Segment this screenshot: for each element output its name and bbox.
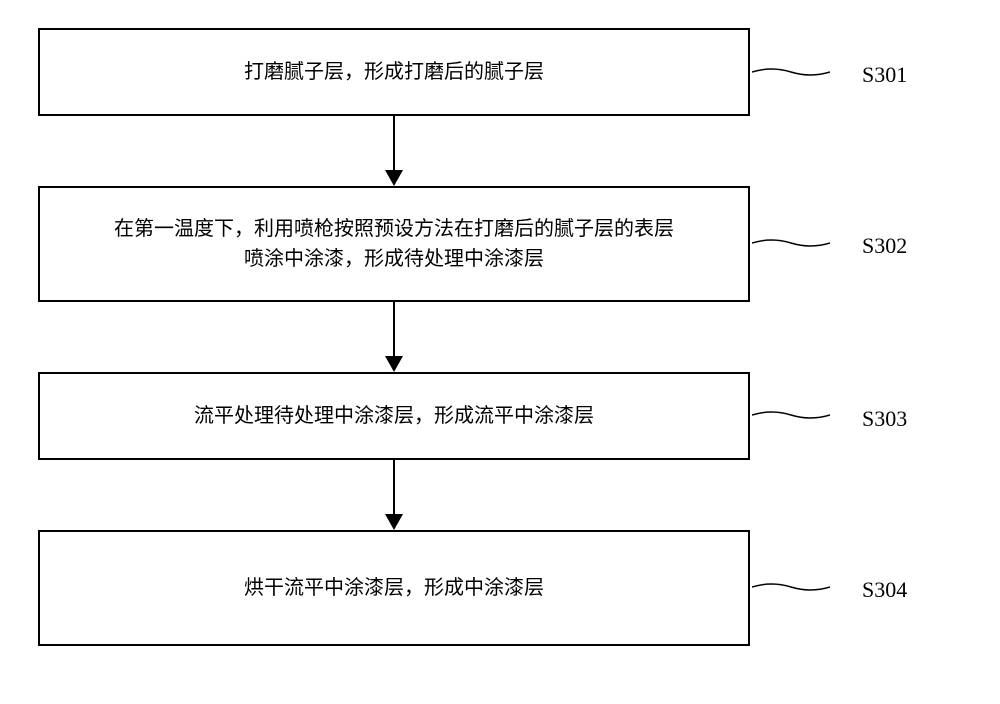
step-text: 流平处理待处理中涂漆层，形成流平中涂漆层 [194, 401, 594, 431]
flowchart-step-s302: 在第一温度下，利用喷枪按照预设方法在打磨后的腻子层的表层 喷涂中涂漆，形成待处理… [38, 186, 750, 302]
arrow-head-icon [385, 170, 403, 186]
label-connector [752, 235, 830, 256]
step-label-s302: S302 [862, 233, 907, 259]
arrow-head-icon [385, 514, 403, 530]
step-label-s301: S301 [862, 62, 907, 88]
label-connector [752, 64, 830, 85]
label-connector [752, 579, 830, 600]
step-text: 烘干流平中涂漆层，形成中涂漆层 [244, 573, 544, 603]
step-text: 打磨腻子层，形成打磨后的腻子层 [244, 57, 544, 87]
step-label-s303: S303 [862, 406, 907, 432]
step-label-s304: S304 [862, 577, 907, 603]
arrow-head-icon [385, 356, 403, 372]
flowchart-step-s304: 烘干流平中涂漆层，形成中涂漆层 [38, 530, 750, 646]
label-connector [752, 407, 830, 428]
flowchart-step-s303: 流平处理待处理中涂漆层，形成流平中涂漆层 [38, 372, 750, 460]
flowchart-step-s301: 打磨腻子层，形成打磨后的腻子层 [38, 28, 750, 116]
step-text: 在第一温度下，利用喷枪按照预设方法在打磨后的腻子层的表层 喷涂中涂漆，形成待处理… [114, 214, 674, 274]
arrow-line [393, 460, 395, 514]
arrow-line [393, 302, 395, 356]
arrow-line [393, 116, 395, 170]
